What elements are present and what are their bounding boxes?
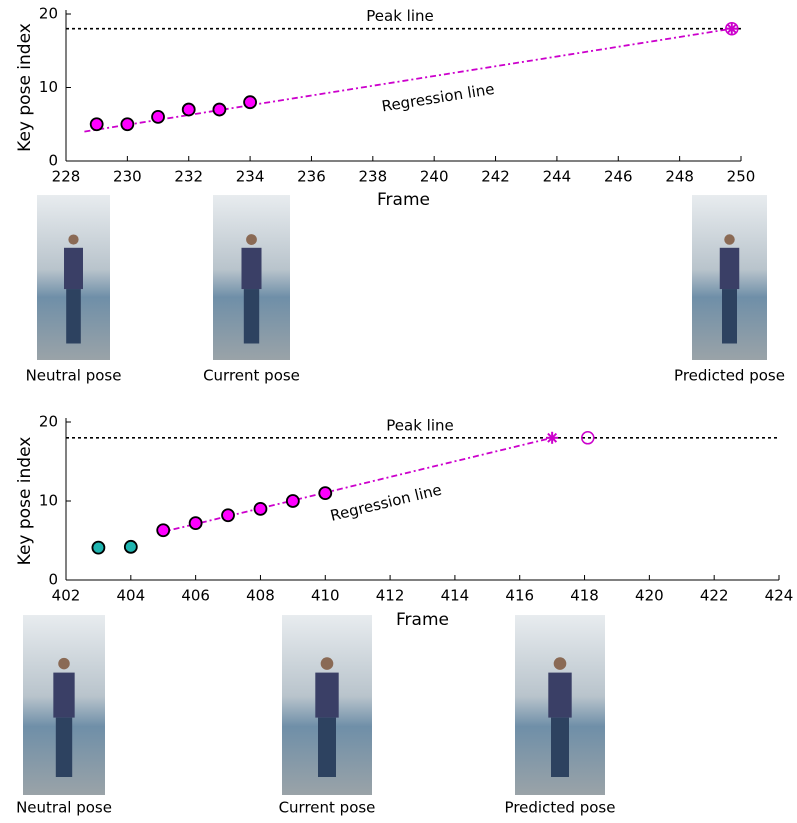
data-point bbox=[319, 487, 331, 499]
photo bbox=[282, 615, 372, 795]
peak-line-label: Peak line bbox=[386, 416, 453, 434]
photo bbox=[515, 615, 605, 795]
x-axis-label: Frame bbox=[377, 190, 430, 210]
marker-circled-asterisk bbox=[726, 23, 738, 35]
peak-line-label: Peak line bbox=[366, 7, 433, 25]
data-point bbox=[287, 495, 299, 507]
head bbox=[68, 234, 78, 244]
torso bbox=[548, 673, 571, 718]
x-tick-label: 244 bbox=[543, 168, 572, 186]
x-tick-label: 246 bbox=[604, 168, 633, 186]
page: 228 230 232 234 236 238 240 242 244 246 248 250 0 10 2… bbox=[0, 0, 797, 823]
photo-caption: Predicted pose bbox=[505, 799, 616, 817]
x-tick-label: 404 bbox=[116, 587, 145, 605]
x-tick-label: 228 bbox=[52, 168, 81, 186]
photo bbox=[692, 195, 767, 360]
torso bbox=[53, 673, 74, 718]
data-point bbox=[121, 118, 133, 130]
torso bbox=[64, 248, 83, 289]
legs bbox=[56, 718, 72, 777]
regression-label: Regression line bbox=[380, 80, 495, 116]
torso bbox=[315, 673, 338, 718]
data-point bbox=[92, 542, 104, 554]
head bbox=[246, 234, 257, 245]
x-tick-label: 236 bbox=[297, 168, 326, 186]
y-tick-label: 10 bbox=[39, 78, 58, 96]
y-tick-label: 20 bbox=[39, 5, 58, 23]
data-point bbox=[222, 509, 234, 521]
x-tick-label: 234 bbox=[236, 168, 265, 186]
photo bbox=[37, 195, 110, 360]
x-tick-label: 230 bbox=[113, 168, 142, 186]
data-point bbox=[183, 104, 195, 116]
photo-caption: Neutral pose bbox=[16, 799, 112, 817]
x-tick-label: 410 bbox=[311, 587, 340, 605]
legs bbox=[66, 289, 81, 343]
x-tick-label: 416 bbox=[505, 587, 534, 605]
x-tick-label: 412 bbox=[376, 587, 405, 605]
legs bbox=[318, 718, 336, 777]
y-tick-label: 20 bbox=[39, 413, 58, 431]
x-tick-label: 238 bbox=[358, 168, 387, 186]
head bbox=[554, 657, 567, 670]
x-axis-label: Frame bbox=[396, 610, 449, 630]
legs bbox=[722, 289, 737, 343]
head bbox=[321, 657, 334, 670]
photo bbox=[213, 195, 290, 360]
data-point bbox=[91, 118, 103, 130]
x-tick-label: 424 bbox=[765, 587, 794, 605]
head bbox=[58, 658, 69, 669]
x-tick-label: 420 bbox=[635, 587, 664, 605]
data-point bbox=[157, 524, 169, 536]
y-tick-label: 0 bbox=[48, 152, 58, 170]
legs bbox=[551, 718, 569, 777]
y-axis-label: Key pose index bbox=[15, 437, 35, 566]
x-tick-label: 232 bbox=[174, 168, 203, 186]
photo-caption: Neutral pose bbox=[26, 367, 122, 385]
x-tick-label: 418 bbox=[570, 587, 599, 605]
data-point bbox=[152, 111, 164, 123]
marker-asterisk bbox=[546, 432, 558, 444]
x-tick-label: 402 bbox=[52, 587, 81, 605]
photo-caption: Current pose bbox=[203, 367, 300, 385]
legs bbox=[244, 289, 259, 343]
figure: 228 230 232 234 236 238 240 242 244 246 248 250 0 10 2… bbox=[0, 0, 797, 823]
photo-caption: Current pose bbox=[279, 799, 376, 817]
x-tick-label: 422 bbox=[700, 587, 729, 605]
data-point bbox=[190, 517, 202, 529]
torso bbox=[720, 248, 740, 289]
photo-caption: Predicted pose bbox=[674, 367, 785, 385]
x-tick-label: 250 bbox=[727, 168, 756, 186]
data-point bbox=[125, 541, 137, 553]
x-tick-label: 406 bbox=[181, 587, 210, 605]
data-point bbox=[254, 503, 266, 515]
y-tick-label: 0 bbox=[48, 571, 58, 589]
x-tick-label: 414 bbox=[441, 587, 470, 605]
data-point bbox=[244, 96, 256, 108]
x-tick-label: 242 bbox=[481, 168, 510, 186]
regression-line bbox=[84, 29, 731, 132]
x-tick-label: 240 bbox=[420, 168, 449, 186]
x-tick-label: 408 bbox=[246, 587, 275, 605]
torso bbox=[241, 248, 261, 289]
y-axis-label: Key pose index bbox=[15, 23, 35, 152]
data-point bbox=[213, 104, 225, 116]
head bbox=[724, 234, 735, 245]
x-tick-label: 248 bbox=[665, 168, 694, 186]
y-tick-label: 10 bbox=[39, 492, 58, 510]
photo bbox=[23, 615, 105, 795]
